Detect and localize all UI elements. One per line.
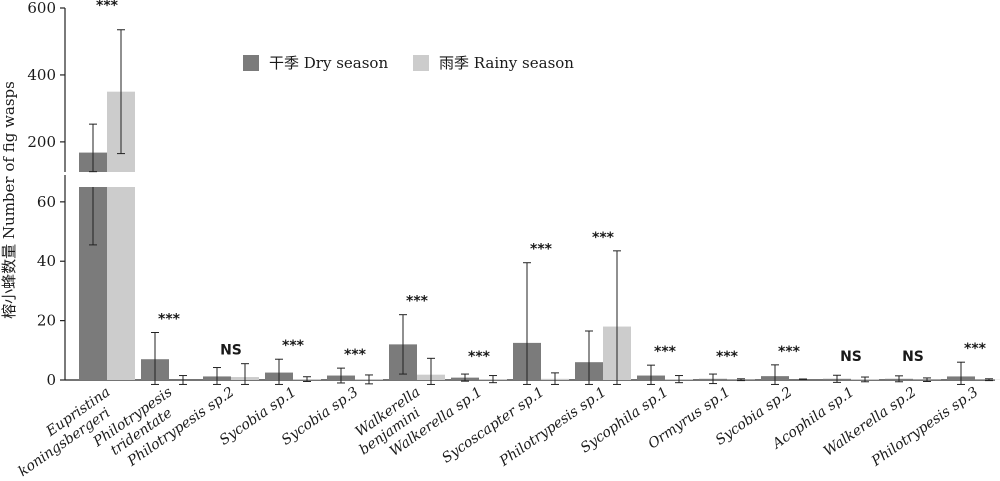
y-tick-label: 200 bbox=[27, 133, 56, 151]
significance-label: NS bbox=[840, 349, 862, 365]
significance-label: *** bbox=[96, 0, 119, 14]
bar bbox=[107, 187, 135, 380]
significance-label: *** bbox=[778, 344, 801, 360]
x-tick-label-line: Sycoscapter sp.1 bbox=[439, 384, 547, 466]
category-labels: EupristinakoningsbergeriPhilotrypesistri… bbox=[16, 384, 982, 480]
x-tick-label-line: Philotrypesis sp.1 bbox=[496, 384, 609, 470]
legend-label: 干季 Dry season bbox=[269, 54, 388, 72]
significance-label: NS bbox=[220, 343, 242, 359]
y-tick-label: 600 bbox=[27, 0, 56, 17]
y-tick-label: 20 bbox=[37, 312, 56, 330]
y-tick-label: 0 bbox=[46, 371, 56, 389]
significance-label: *** bbox=[344, 347, 367, 363]
significance-label: *** bbox=[530, 242, 553, 258]
legend: 干季 Dry season 雨季 Rainy season bbox=[243, 54, 574, 72]
y-axis-label: 榕小蜂数量 Number of fig wasps bbox=[0, 81, 18, 319]
error-bars bbox=[89, 29, 993, 385]
significance-label: *** bbox=[716, 349, 739, 365]
significance-label: *** bbox=[592, 230, 615, 246]
significance-label: *** bbox=[406, 294, 429, 310]
significance-label: *** bbox=[282, 338, 305, 354]
bars bbox=[79, 91, 1000, 380]
y-tick-label: 400 bbox=[27, 66, 56, 84]
significance-labels: *** *** NS *** *** *** *** *** *** *** *** *** NS NS *… bbox=[96, 0, 987, 365]
x-tick-label: Philotrypesis sp.3 bbox=[868, 384, 981, 470]
x-tick-label: Philotrypesis sp.1 bbox=[496, 384, 609, 470]
y-tick-label: 60 bbox=[37, 193, 56, 211]
significance-label: *** bbox=[964, 341, 987, 357]
x-tick-label-line: Philotrypesis sp.3 bbox=[868, 384, 981, 470]
legend-swatch bbox=[413, 55, 429, 71]
legend-label: 雨季 Rainy season bbox=[439, 54, 574, 72]
significance-label: NS bbox=[902, 349, 924, 365]
y-tick-label: 40 bbox=[37, 252, 56, 270]
significance-label: *** bbox=[654, 344, 677, 360]
x-tick-label: Sycoscapter sp.1 bbox=[439, 384, 547, 466]
significance-label: *** bbox=[468, 349, 491, 365]
legend-swatch bbox=[243, 55, 259, 71]
significance-label: *** bbox=[158, 311, 181, 327]
